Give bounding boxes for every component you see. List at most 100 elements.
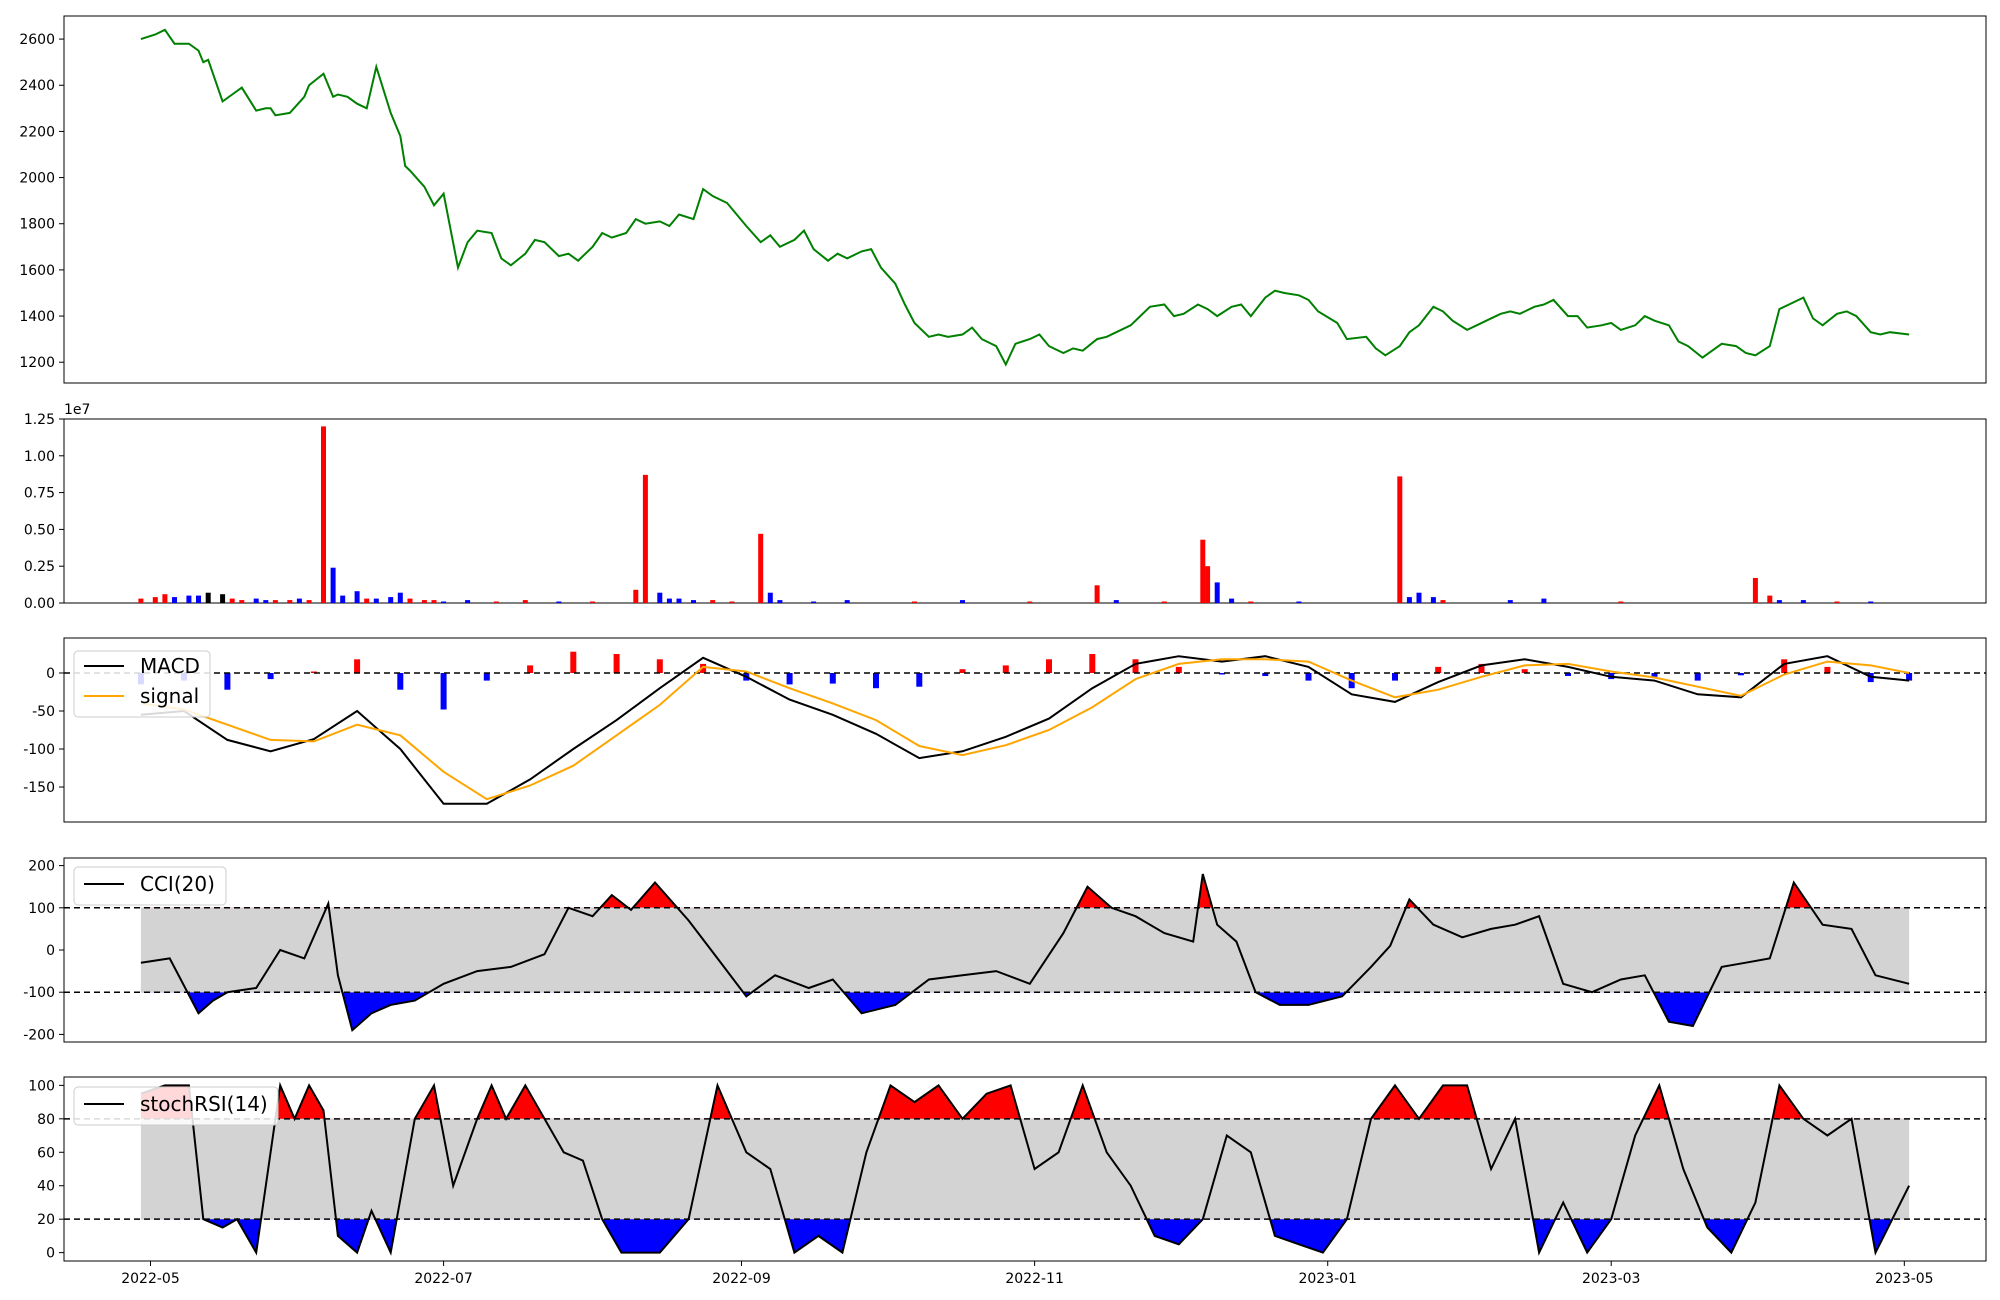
volume-bar (196, 595, 201, 603)
macd-histogram-bar (1521, 669, 1528, 673)
cci-line (140, 873, 1910, 1033)
volume-bar (758, 533, 764, 603)
y-tick-label: -100 (23, 985, 55, 1001)
y-tick-label: -200 (23, 1027, 55, 1043)
volume-bar (590, 601, 596, 603)
x-tick-label: 2022-05 (121, 1271, 180, 1287)
volume-bar (172, 597, 177, 603)
legend-box (73, 650, 211, 718)
macd-histogram-bar (570, 651, 577, 673)
volume-bar (1834, 601, 1840, 603)
volume-bar (340, 595, 346, 603)
y-tick-label: 1800 (19, 217, 55, 233)
volume-bar (691, 600, 696, 603)
overbought-fill (140, 1085, 1852, 1119)
y-tick-label: 200 (28, 859, 55, 875)
x-tick-label: 2023-05 (1875, 1271, 1934, 1287)
y-tick-label: 2600 (19, 32, 55, 48)
volume-bar (642, 474, 648, 603)
macd-histogram-bar (1478, 663, 1485, 673)
volume-bar (253, 598, 259, 603)
y-tick-label: -150 (23, 780, 55, 796)
volume-bar (1113, 600, 1119, 603)
macd-histogram-bar (1781, 659, 1788, 673)
macd-histogram-bar (1737, 673, 1744, 676)
y-tick-label: -50 (32, 704, 55, 720)
volume-bar (1541, 598, 1547, 603)
macd-histogram-bar (1046, 659, 1052, 673)
volume-panel: 1e7 0.00 0.25 0.50 0.75 1.00 1.25 (24, 402, 1987, 612)
volume-bar (767, 592, 773, 603)
volume-bar (1094, 585, 1100, 603)
macd-histogram-bar (1089, 654, 1096, 673)
volume-bar (844, 600, 850, 603)
y-tick-label: 0.25 (24, 559, 55, 575)
stoch-rsi-panel: 100 80 60 40 20 0 (28, 1076, 1987, 1262)
axes-frame (63, 1076, 1987, 1262)
volume-bar (1868, 601, 1874, 603)
volume-bar (777, 600, 783, 603)
volume-bar (1767, 595, 1773, 603)
price-line (140, 28, 1910, 367)
neutral-band (140, 907, 1910, 993)
y-tick-label: 2400 (19, 78, 55, 94)
volume-bar (633, 589, 639, 603)
macd-histogram-bar (527, 665, 534, 673)
macd-histogram-bar (1565, 673, 1571, 676)
volume-bar (1200, 539, 1206, 603)
y-tick-label: 0 (46, 1246, 55, 1262)
oversold-fill (203, 1219, 1893, 1253)
volume-bar (1800, 600, 1806, 603)
volume-bar (441, 601, 447, 603)
volume-bar (493, 601, 499, 603)
signal-line (140, 658, 1910, 801)
x-tick-label: 2023-03 (1582, 1271, 1641, 1287)
volume-bar (321, 426, 326, 603)
volume-bar (138, 598, 144, 603)
y-tick-label: 1.00 (24, 449, 55, 465)
y-tick-label: -100 (23, 742, 55, 758)
y-tick-label: 1600 (19, 263, 55, 279)
macd-histogram-bar (483, 673, 490, 681)
legend-box (73, 866, 227, 906)
y-tick-label: 20 (37, 1212, 55, 1228)
volume-bar (676, 598, 682, 603)
macd-histogram-bar (700, 663, 707, 673)
y-tick-label: 1400 (19, 309, 55, 325)
stoch-rsi-legend: stochRSI(14) (73, 1086, 279, 1126)
volume-bar (1027, 601, 1033, 603)
macd-histogram-bar (873, 673, 879, 689)
y-tick-label: 2000 (19, 171, 55, 187)
macd-legend: MACD signal (73, 650, 211, 718)
legend-label-cci: CCI(20) (140, 872, 215, 896)
legend-label-signal: signal (140, 684, 199, 708)
volume-bar (263, 600, 269, 603)
y-tick-label: 40 (37, 1179, 55, 1195)
x-tick-label: 2023-01 (1298, 1271, 1357, 1287)
macd-histogram-bar (1824, 666, 1831, 673)
volume-bar (666, 598, 672, 603)
y-tick-label: 0 (46, 666, 55, 682)
macd-histogram-bar (1132, 659, 1139, 673)
volume-bar (364, 598, 370, 603)
macd-histogram-bar (397, 673, 404, 690)
volume-bar (229, 598, 235, 603)
volume-bar (960, 600, 965, 603)
volume-bar (1161, 601, 1167, 603)
volume-bar (1752, 578, 1758, 603)
macd-histogram-bar (1392, 673, 1398, 681)
volume-bar (354, 591, 360, 603)
legend-box (73, 1086, 279, 1126)
macd-histogram-bar (959, 669, 966, 673)
macd-histogram-bar (1219, 673, 1225, 675)
macd-histogram-bar (1694, 673, 1701, 681)
y-tick-label: 100 (28, 901, 55, 917)
price-panel: 1200 1400 1600 1800 2000 2200 2400 2600 (19, 15, 1987, 384)
y-tick-label: 2200 (19, 124, 55, 140)
volume-bar (1397, 476, 1403, 603)
y-tick-label: 0.00 (24, 596, 55, 612)
macd-panel: 0 -50 -100 -150 (23, 637, 1987, 823)
x-tick-label: 2022-09 (712, 1271, 771, 1287)
macd-histogram-bar (1651, 673, 1658, 677)
volume-bar (729, 601, 735, 603)
